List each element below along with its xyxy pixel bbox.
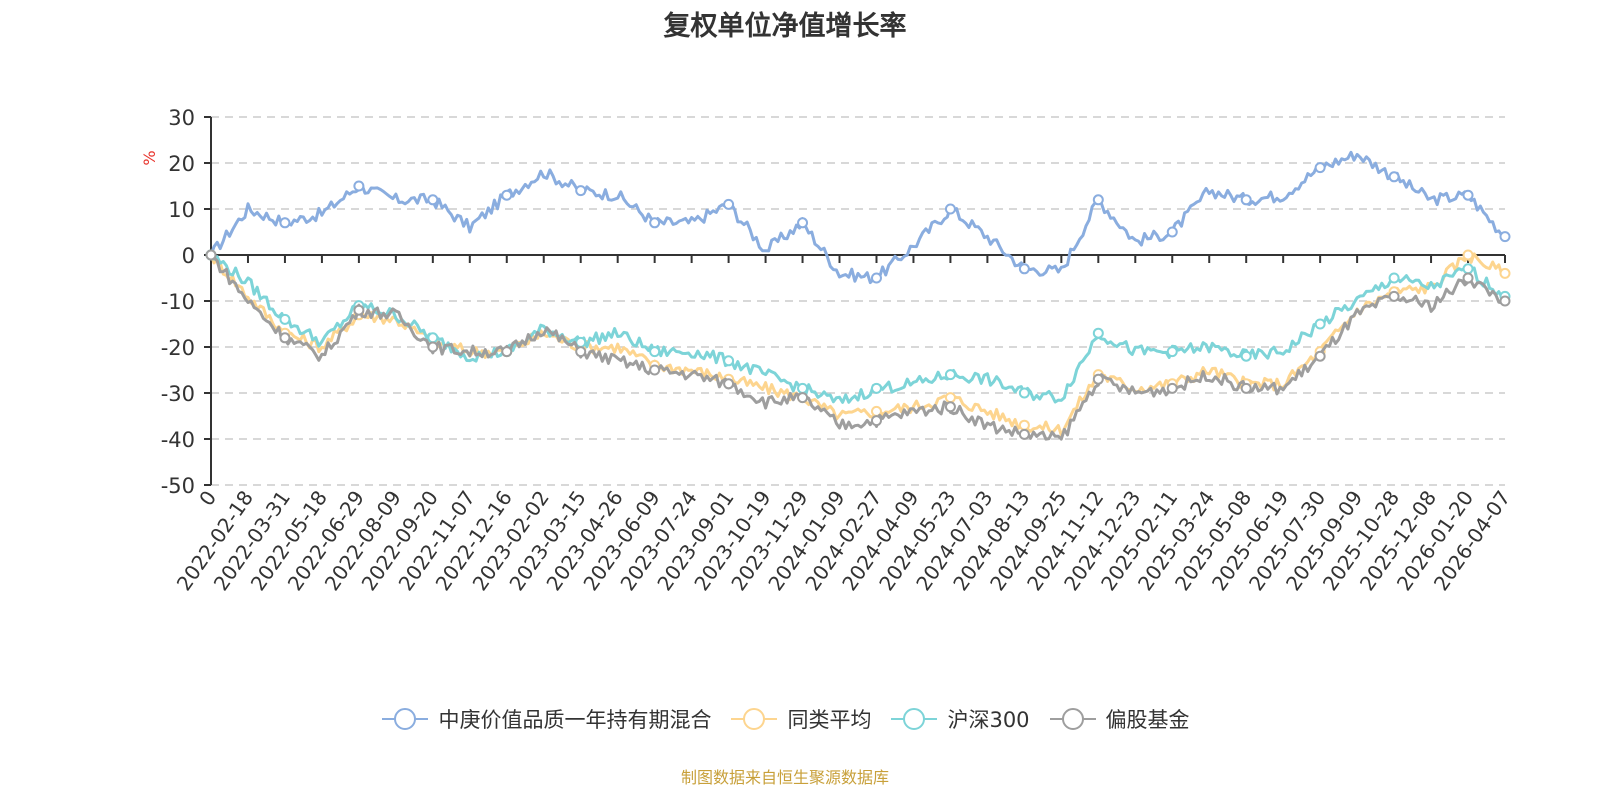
data-point[interactable] xyxy=(1462,249,1474,261)
data-point[interactable] xyxy=(353,180,365,192)
legend: 中庚价值品质一年持有期混合 同类平均 沪深300 偏股基金 xyxy=(0,704,1570,734)
data-point[interactable] xyxy=(1314,350,1326,362)
data-point[interactable] xyxy=(575,185,587,197)
data-point[interactable] xyxy=(1499,295,1511,307)
series-line[interactable] xyxy=(210,253,1506,441)
data-point[interactable] xyxy=(279,313,291,325)
y-tick-label: -10 xyxy=(161,290,195,314)
data-point[interactable] xyxy=(870,272,882,284)
data-point[interactable] xyxy=(649,217,661,229)
legend-item[interactable]: 中庚价值品质一年持有期混合 xyxy=(380,704,711,734)
data-point[interactable] xyxy=(1314,318,1326,330)
data-point[interactable] xyxy=(279,217,291,229)
data-point[interactable] xyxy=(1462,189,1474,201)
grid-layer xyxy=(211,116,1505,486)
legend-label: 偏股基金 xyxy=(1105,708,1190,732)
axis-layer xyxy=(204,116,1506,486)
label-layer: 3020100-10-20-30-40-50%02022-02-182022-0… xyxy=(140,106,1515,595)
data-point[interactable] xyxy=(723,198,735,210)
data-point[interactable] xyxy=(427,194,439,206)
data-point[interactable] xyxy=(1314,162,1326,174)
y-tick-label: 20 xyxy=(168,152,195,176)
data-point[interactable] xyxy=(1388,290,1400,302)
data-point[interactable] xyxy=(427,341,439,353)
data-point[interactable] xyxy=(1499,267,1511,279)
legend-label: 中庚价值品质一年持有期混合 xyxy=(438,708,712,732)
y-axis-unit-label: % xyxy=(140,150,159,165)
data-point[interactable] xyxy=(575,346,587,358)
legend-marker-icon xyxy=(891,708,938,730)
data-point[interactable] xyxy=(1240,194,1252,206)
data-point[interactable] xyxy=(1018,387,1030,399)
data-point[interactable] xyxy=(870,415,882,427)
y-tick-label: -20 xyxy=(161,336,195,360)
legend-item[interactable]: 偏股基金 xyxy=(1048,704,1190,734)
data-point[interactable] xyxy=(279,332,291,344)
legend-item[interactable]: 同类平均 xyxy=(729,704,871,734)
data-point[interactable] xyxy=(1018,419,1030,431)
data-point[interactable] xyxy=(723,355,735,367)
data-point[interactable] xyxy=(501,346,513,358)
data-point[interactable] xyxy=(723,378,735,390)
data-point[interactable] xyxy=(1166,382,1178,394)
legend-label: 同类平均 xyxy=(787,708,872,732)
legend-marker-icon xyxy=(382,708,429,730)
data-point[interactable] xyxy=(797,217,809,229)
series-line[interactable] xyxy=(209,150,1506,285)
data-source-note: 制图数据来自恒生聚源数据库 xyxy=(680,768,889,787)
data-point[interactable] xyxy=(1462,272,1474,284)
data-point[interactable] xyxy=(1499,231,1511,243)
data-point[interactable] xyxy=(205,249,217,261)
series-layer xyxy=(205,150,1511,441)
y-tick-label: 30 xyxy=(168,106,195,130)
data-point[interactable] xyxy=(427,332,439,344)
data-point[interactable] xyxy=(1166,226,1178,238)
data-point[interactable] xyxy=(1092,327,1104,339)
data-point[interactable] xyxy=(944,392,956,404)
data-point[interactable] xyxy=(944,203,956,215)
y-tick-label: 0 xyxy=(182,244,195,268)
data-point[interactable] xyxy=(797,382,809,394)
data-point[interactable] xyxy=(944,401,956,413)
data-point[interactable] xyxy=(1018,428,1030,440)
data-point[interactable] xyxy=(1388,272,1400,284)
y-tick-label: -40 xyxy=(161,428,195,452)
data-point[interactable] xyxy=(649,364,661,376)
data-point[interactable] xyxy=(870,382,882,394)
data-point[interactable] xyxy=(1018,263,1030,275)
data-point[interactable] xyxy=(1462,263,1474,275)
data-point[interactable] xyxy=(1166,346,1178,358)
data-point[interactable] xyxy=(1240,382,1252,394)
data-point[interactable] xyxy=(944,369,956,381)
data-point[interactable] xyxy=(649,346,661,358)
series-line[interactable] xyxy=(209,254,1506,404)
data-point[interactable] xyxy=(353,304,365,316)
chart-title: 复权单位净值增长率 xyxy=(663,11,907,42)
x-tick-label: 0 xyxy=(194,486,221,510)
legend-item[interactable]: 沪深300 xyxy=(889,704,1030,734)
data-point[interactable] xyxy=(1240,350,1252,362)
series-line[interactable] xyxy=(209,252,1506,437)
data-point[interactable] xyxy=(501,189,513,201)
legend-label: 沪深300 xyxy=(947,708,1030,732)
legend-marker-icon xyxy=(731,708,778,730)
legend-marker-icon xyxy=(1049,708,1096,730)
data-point[interactable] xyxy=(1092,373,1104,385)
data-point[interactable] xyxy=(1092,194,1104,206)
y-tick-label: -50 xyxy=(161,474,195,498)
y-tick-label: 10 xyxy=(168,198,195,222)
data-point[interactable] xyxy=(797,392,809,404)
y-tick-label: -30 xyxy=(161,382,195,406)
data-point[interactable] xyxy=(1388,171,1400,183)
